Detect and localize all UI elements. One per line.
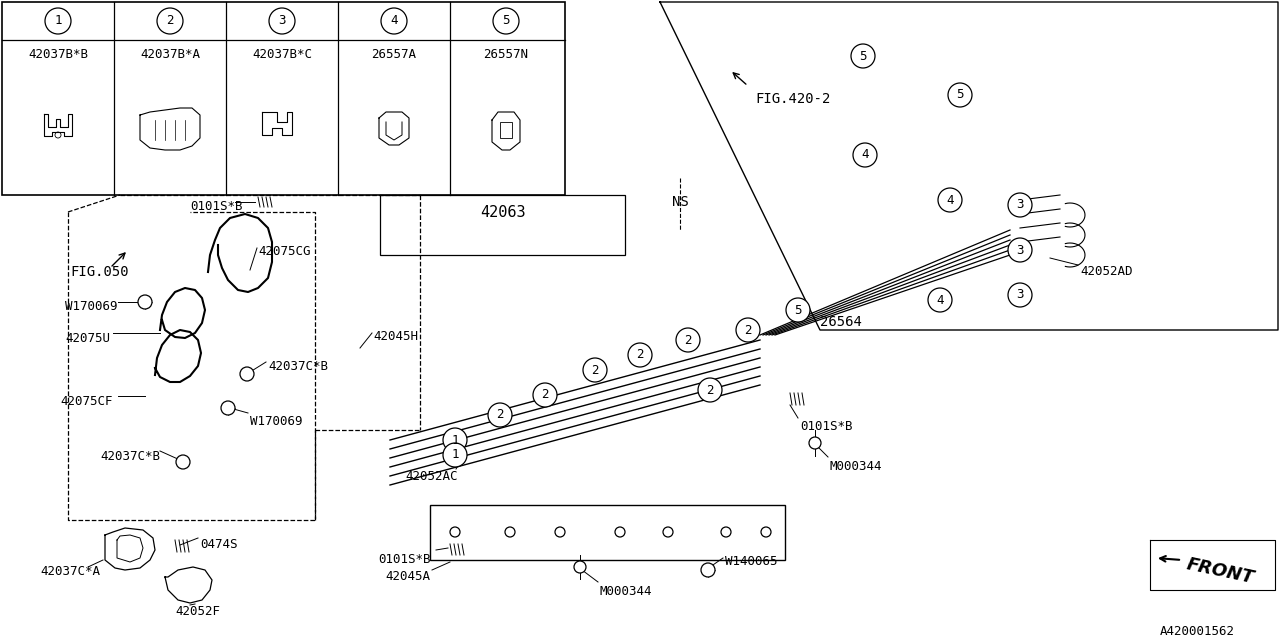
Circle shape	[556, 527, 564, 537]
Circle shape	[628, 343, 652, 367]
Text: 2: 2	[591, 364, 599, 376]
Text: 42075U: 42075U	[65, 332, 110, 345]
Bar	[430, 505, 785, 560]
Circle shape	[851, 44, 876, 68]
Text: FIG.420-2: FIG.420-2	[755, 92, 831, 106]
Text: 42037B*B: 42037B*B	[28, 48, 88, 61]
Text: FIG.050: FIG.050	[70, 265, 128, 279]
Text: 5: 5	[502, 15, 509, 28]
Text: 5: 5	[859, 49, 867, 63]
Circle shape	[809, 437, 820, 449]
Circle shape	[1009, 238, 1032, 262]
Circle shape	[852, 143, 877, 167]
Text: W140065: W140065	[724, 555, 777, 568]
Text: 5: 5	[795, 303, 801, 317]
Text: W170069: W170069	[250, 415, 302, 428]
Text: 26557N: 26557N	[484, 48, 529, 61]
Text: FRONT: FRONT	[1185, 555, 1256, 587]
Text: 3: 3	[1016, 289, 1024, 301]
Text: 4: 4	[936, 294, 943, 307]
Text: 3: 3	[1016, 198, 1024, 211]
Text: 2: 2	[166, 15, 174, 28]
Circle shape	[506, 527, 515, 537]
Circle shape	[676, 328, 700, 352]
Text: 42052AC: 42052AC	[404, 470, 457, 483]
Circle shape	[241, 367, 253, 381]
Text: 1: 1	[452, 433, 458, 447]
Text: A420001562: A420001562	[1160, 625, 1235, 638]
Text: 42037B*C: 42037B*C	[252, 48, 312, 61]
Text: 42063: 42063	[480, 205, 526, 220]
Text: 2: 2	[685, 333, 691, 346]
Circle shape	[493, 8, 518, 34]
Text: 4: 4	[861, 148, 869, 161]
Circle shape	[1009, 283, 1032, 307]
Text: 42037B*A: 42037B*A	[140, 48, 200, 61]
Circle shape	[221, 401, 236, 415]
Text: 4: 4	[946, 193, 954, 207]
Circle shape	[45, 8, 70, 34]
Text: 42037C*B: 42037C*B	[268, 360, 328, 373]
Text: 3: 3	[278, 15, 285, 28]
Text: 2: 2	[636, 349, 644, 362]
Circle shape	[1009, 193, 1032, 217]
Circle shape	[938, 188, 963, 212]
Text: W170069: W170069	[65, 300, 118, 313]
Text: 2: 2	[541, 388, 549, 401]
Text: 42052F: 42052F	[175, 605, 220, 618]
Circle shape	[663, 527, 673, 537]
Text: 42045H: 42045H	[372, 330, 419, 343]
Text: 4: 4	[390, 15, 398, 28]
Text: 5: 5	[956, 88, 964, 102]
Circle shape	[736, 318, 760, 342]
Circle shape	[157, 8, 183, 34]
Circle shape	[948, 83, 972, 107]
Circle shape	[721, 527, 731, 537]
Text: 26557A: 26557A	[371, 48, 416, 61]
Circle shape	[573, 561, 586, 573]
Circle shape	[443, 443, 467, 467]
Text: NS: NS	[672, 195, 689, 209]
Circle shape	[928, 288, 952, 312]
Circle shape	[701, 563, 716, 577]
Circle shape	[269, 8, 294, 34]
Text: 42052AD: 42052AD	[1080, 265, 1133, 278]
Text: 2: 2	[707, 383, 714, 397]
Circle shape	[698, 378, 722, 402]
Text: 42045A: 42045A	[385, 570, 430, 583]
Text: 2: 2	[497, 408, 504, 422]
Text: 42037C*A: 42037C*A	[40, 565, 100, 578]
Text: 42075CF: 42075CF	[60, 395, 113, 408]
Bar	[3, 2, 564, 195]
Circle shape	[786, 298, 810, 322]
Text: 26564: 26564	[820, 315, 861, 329]
Circle shape	[582, 358, 607, 382]
Circle shape	[381, 8, 407, 34]
Text: 2: 2	[744, 323, 751, 337]
Text: 0101S*B: 0101S*B	[800, 420, 852, 433]
Text: 0101S*B: 0101S*B	[189, 200, 242, 213]
Text: 1: 1	[54, 15, 61, 28]
Circle shape	[762, 527, 771, 537]
Circle shape	[177, 455, 189, 469]
Circle shape	[138, 295, 152, 309]
Text: 42075CG: 42075CG	[259, 245, 311, 258]
Text: 0101S*B: 0101S*B	[378, 553, 430, 566]
Circle shape	[488, 403, 512, 427]
Text: 1: 1	[452, 449, 458, 461]
Text: 0474S: 0474S	[200, 538, 238, 551]
Circle shape	[532, 383, 557, 407]
Text: 42037C*B: 42037C*B	[100, 450, 160, 463]
Circle shape	[443, 428, 467, 452]
Circle shape	[451, 527, 460, 537]
Circle shape	[614, 527, 625, 537]
Bar	[500, 122, 512, 138]
Text: M000344: M000344	[600, 585, 653, 598]
Bar	[380, 195, 625, 255]
Text: 3: 3	[1016, 243, 1024, 257]
Text: M000344: M000344	[829, 460, 882, 473]
